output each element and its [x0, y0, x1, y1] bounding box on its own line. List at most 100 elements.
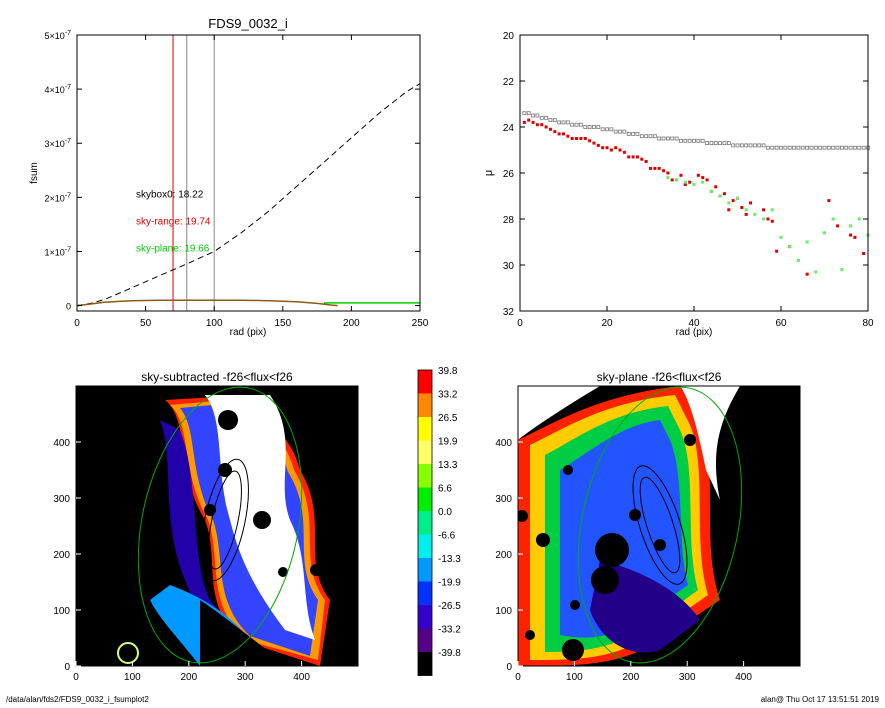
sky-subtracted-frame: [75, 385, 359, 667]
colorbar-swatch: [418, 652, 432, 676]
data-point: [696, 173, 700, 177]
annotation-2: sky-plane: 19.66: [136, 243, 210, 254]
data-point: [626, 131, 631, 136]
data-point: [552, 118, 557, 122]
x-tick-label: 400: [735, 672, 752, 683]
data-point: [618, 129, 622, 134]
data-point: [592, 125, 596, 129]
data-point: [683, 183, 687, 186]
data-point: [557, 120, 562, 125]
data-point: [700, 138, 705, 143]
data-point: [705, 178, 709, 182]
x-tick-label: 200: [343, 318, 360, 329]
data-point: [653, 166, 657, 170]
panel-fsum-xlabel: rad (pix): [230, 327, 267, 338]
data-point: [666, 171, 670, 175]
footer-timestamp: alan@ Thu Oct 17 13:51:51 2019: [760, 695, 879, 704]
x-tick-label: 100: [566, 672, 583, 683]
y-tick-label: 30: [503, 261, 515, 272]
panel-mu-xlabel: rad (pix): [676, 327, 713, 338]
y-tick-label: 100: [53, 606, 70, 617]
data-point: [687, 138, 692, 143]
data-point: [635, 155, 639, 159]
data-point: [805, 272, 809, 276]
y-tick-label: 28: [503, 215, 515, 226]
data-point: [522, 120, 526, 124]
data-point: [849, 233, 853, 237]
y-tick-label: 3×10-7: [44, 138, 71, 149]
colorbar-label: 6.6: [438, 484, 452, 495]
data-point: [774, 145, 779, 150]
data-point: [592, 141, 596, 145]
data-point: [696, 138, 701, 143]
data-point: [539, 115, 544, 120]
data-point: [583, 125, 588, 129]
x-tick-label: 0: [515, 672, 521, 683]
colorbar-frame: [417, 369, 433, 676]
data-point: [731, 143, 736, 148]
data-point: [813, 145, 818, 150]
data-point: [670, 178, 674, 182]
data-point: [792, 145, 796, 150]
colorbar-swatch: [418, 440, 432, 464]
data-point: [622, 129, 627, 134]
data-point: [744, 143, 749, 148]
data-point: [809, 145, 814, 150]
data-point: [822, 145, 827, 150]
data-point: [835, 145, 840, 150]
data-point: [831, 217, 835, 221]
panel-fsum-title: FDS9_0032_i: [208, 16, 288, 31]
data-point: [531, 120, 535, 124]
data-point: [788, 245, 792, 249]
data-point: [787, 145, 792, 150]
data-point: [823, 231, 826, 235]
data-point: [692, 183, 696, 186]
data-point: [688, 180, 692, 184]
data-point: [579, 137, 583, 140]
data-point: [770, 145, 775, 150]
y-tick-label: 300: [53, 494, 70, 505]
data-point: [736, 196, 739, 200]
data-point: [553, 130, 557, 134]
data-point: [675, 178, 679, 182]
data-point: [836, 224, 840, 228]
data-point: [605, 146, 609, 150]
data-point: [857, 145, 862, 150]
data-point: [548, 118, 553, 122]
data-point: [800, 145, 805, 150]
x-tick-label: 200: [622, 672, 639, 683]
data-point: [666, 136, 670, 141]
y-tick-label: 2×10-7: [44, 192, 71, 203]
y-tick-label: 0: [64, 662, 70, 673]
data-point: [640, 157, 644, 161]
y-tick-exponent: -7: [65, 30, 71, 37]
data-point: [727, 208, 731, 212]
data-point: [565, 120, 570, 125]
colorbar-swatch: [418, 534, 432, 558]
series-line-0: [76, 83, 421, 307]
data-point: [575, 137, 579, 140]
sky-subtracted-image: [76, 386, 358, 666]
x-tick-label: 300: [679, 672, 696, 683]
data-point: [526, 111, 531, 116]
colorbar-swatch: [418, 581, 432, 605]
panel-mu-ylabel: μ: [483, 170, 495, 176]
data-point: [649, 166, 652, 170]
data-point: [709, 141, 714, 146]
data-point: [674, 136, 679, 141]
data-point: [657, 136, 662, 141]
x-tick-label: 400: [293, 672, 310, 683]
data-point: [779, 235, 783, 239]
y-tick-exponent: -7: [65, 246, 71, 253]
data-point: [639, 134, 644, 139]
y-tick-label: 200: [495, 550, 512, 561]
data-point: [779, 145, 783, 150]
colorbar-swatch: [418, 393, 432, 417]
data-point: [701, 176, 705, 180]
data-point: [861, 145, 866, 150]
y-tick-label: 26: [503, 169, 515, 180]
data-point: [762, 217, 766, 221]
data-point: [600, 127, 605, 132]
x-tick-label: 300: [237, 672, 254, 683]
colorbar-swatch: [418, 511, 432, 535]
